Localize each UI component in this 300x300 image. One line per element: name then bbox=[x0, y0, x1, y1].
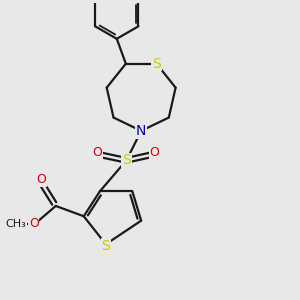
Text: N: N bbox=[136, 124, 146, 138]
Text: O: O bbox=[149, 146, 159, 159]
Text: S: S bbox=[122, 153, 131, 167]
Text: S: S bbox=[152, 57, 161, 71]
Text: N: N bbox=[136, 124, 146, 138]
Text: CH₃: CH₃ bbox=[6, 219, 26, 229]
Text: O: O bbox=[92, 146, 102, 159]
Text: O: O bbox=[29, 217, 39, 230]
Text: S: S bbox=[101, 239, 110, 253]
Text: O: O bbox=[36, 173, 46, 186]
